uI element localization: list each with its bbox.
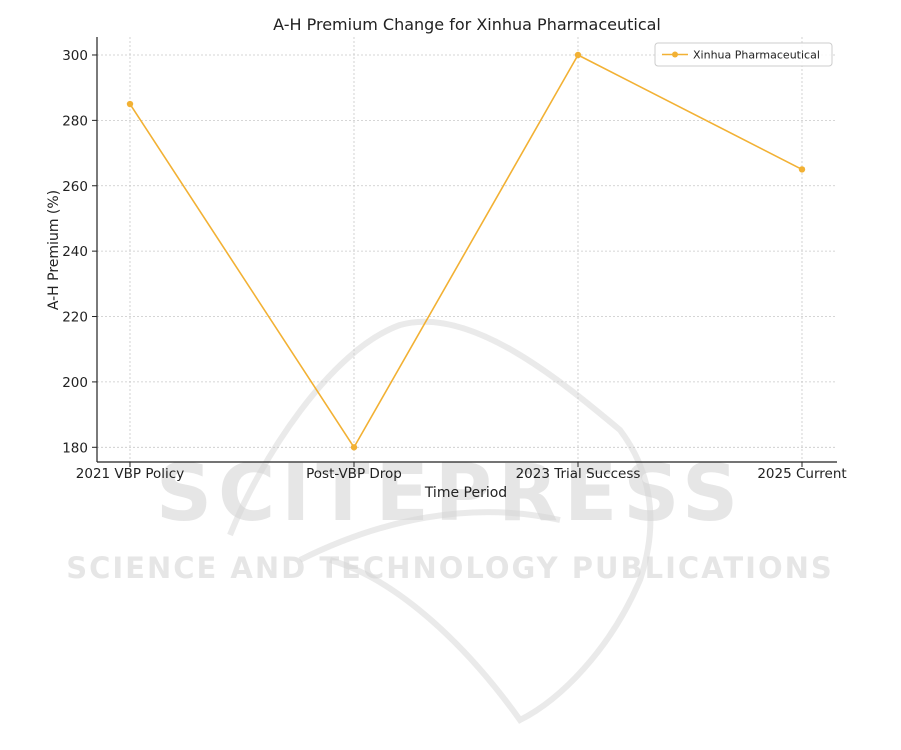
data-point <box>350 444 358 451</box>
x-tick-label: Post-VBP Drop <box>306 466 402 482</box>
y-tick-label: 280 <box>62 113 88 129</box>
legend-label: Xinhua Pharmaceutical <box>693 49 820 62</box>
series-line <box>129 54 803 449</box>
x-tick-label: 2025 Current <box>757 466 846 482</box>
x-tick-label: 2021 VBP Policy <box>76 466 184 482</box>
watermark-inner-shape <box>298 509 561 563</box>
y-tick-label: 240 <box>62 244 88 260</box>
x-axis-ticks: 2021 VBP Policy Post-VBP Drop 2023 Trial S… <box>76 462 847 482</box>
y-tick-label: 200 <box>62 375 88 391</box>
watermark-sub-text: SCIENCE AND TECHNOLOGY PUBLICATIONS <box>66 551 834 585</box>
x-tick-label: 2023 Trial Success <box>516 466 641 482</box>
y-tick-label: 260 <box>62 179 88 195</box>
watermark-main-text: SCITEPRESS <box>156 449 744 539</box>
series-layer <box>126 51 806 451</box>
y-tick-label: 300 <box>62 48 88 64</box>
legend-marker-swatch <box>672 51 678 58</box>
x-axis-label: Time Period <box>424 485 507 501</box>
grid-lines <box>97 37 837 462</box>
y-axis-ticks: 180 200 220 240 260 280 300 <box>62 48 97 456</box>
legend-box <box>654 42 833 67</box>
y-tick-label: 180 <box>62 440 88 456</box>
watermark-logo: SCITEPRESS SCIENCE AND TECHNOLOGY PUBLIC… <box>66 318 834 724</box>
legend: Xinhua Pharmaceutical <box>654 42 833 67</box>
watermark-swoosh-shape <box>227 318 654 724</box>
y-axis-label: A-H Premium (%) <box>46 190 62 310</box>
data-point <box>574 51 582 59</box>
chart-title: A-H Premium Change for Xinhua Pharmaceut… <box>273 15 661 34</box>
y-tick-label: 220 <box>62 310 88 326</box>
data-point <box>798 166 806 173</box>
data-point <box>126 100 134 108</box>
